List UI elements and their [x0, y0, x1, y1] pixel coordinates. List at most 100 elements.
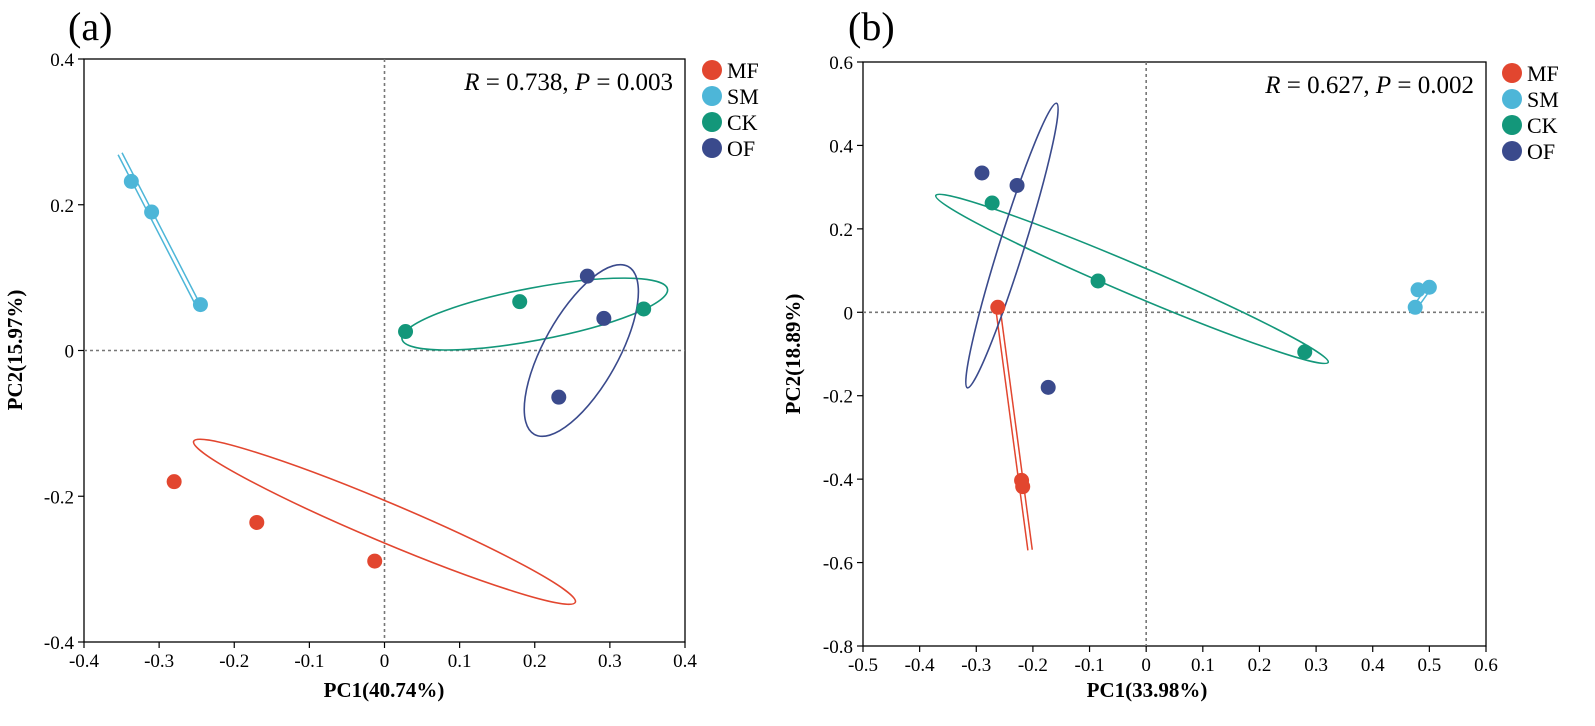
- statistics-r-value: = 0.627,: [1281, 72, 1376, 99]
- x-tick-label: -0.3: [961, 655, 991, 676]
- x-axis-title: PC1(40.74%): [324, 678, 445, 702]
- x-tick-label: 0: [380, 651, 390, 672]
- x-tick-label: -0.4: [69, 651, 100, 672]
- data-point-of: [579, 268, 595, 284]
- confidence-ellipse-of: [964, 102, 1059, 389]
- x-axis-title: PC1(33.98%): [1087, 678, 1208, 702]
- statistics-p-value: = 0.002: [1391, 72, 1474, 99]
- y-tick-label: -0.6: [823, 554, 853, 575]
- x-tick-label: 0.6: [1474, 655, 1498, 676]
- legend-label-mf: MF: [1527, 61, 1559, 86]
- y-axis-title: PC2(18.89%): [781, 294, 805, 415]
- legend-marker-mf: [702, 60, 722, 80]
- confidence-ellipse-mf: [192, 438, 577, 606]
- statistics-p-label: P: [574, 69, 590, 96]
- plot-frame: [862, 61, 1487, 647]
- legend-label-ck: CK: [1527, 113, 1558, 138]
- data-point-ck: [984, 195, 1000, 211]
- data-point-of: [1040, 379, 1056, 395]
- panel-a: -0.4 -0.3 -0.2 -0.1 0 0.1 0.2 0.3 0.4 -0.4 -0.2 0 0.…: [3, 4, 759, 702]
- legend-marker-mf: [1502, 63, 1522, 83]
- x-tick-label: -0.5: [848, 655, 878, 676]
- legend-marker-of: [1502, 141, 1522, 161]
- x-tick-label: -0.2: [1018, 655, 1048, 676]
- x-tick-label: 0: [1141, 655, 1151, 676]
- y-tick-label: 0: [844, 303, 854, 324]
- legend-label-sm: SM: [1527, 87, 1559, 112]
- data-point-ck: [1090, 273, 1106, 289]
- legend-label-of: OF: [1527, 139, 1555, 164]
- legend-marker-of: [702, 138, 722, 158]
- y-tick-label: -0.4: [44, 633, 75, 654]
- data-point-ck: [636, 301, 652, 317]
- y-tick-label: -0.4: [823, 470, 854, 491]
- statistics-annotation: R = 0.738, P = 0.003: [463, 69, 673, 96]
- data-point-sm: [144, 204, 160, 220]
- x-tick-label: 0.4: [1361, 655, 1385, 676]
- data-point-ck: [512, 294, 528, 310]
- data-point-of: [1009, 177, 1025, 193]
- data-point-sm: [192, 297, 208, 313]
- x-tick-label: 0.2: [523, 651, 547, 672]
- y-tick-label: -0.2: [44, 487, 74, 508]
- legend-label-of: OF: [727, 136, 755, 161]
- data-point-ck: [398, 324, 414, 340]
- data-point-mf: [990, 299, 1006, 315]
- confidence-ellipse-ck: [934, 193, 1330, 365]
- data-point-sm: [1410, 282, 1426, 298]
- confidence-line-mf: [994, 307, 1029, 551]
- data-point-mf: [1015, 479, 1031, 495]
- x-tick-label: -0.1: [1075, 655, 1105, 676]
- x-tick-label: 0.1: [1191, 655, 1215, 676]
- data-point-mf: [367, 553, 383, 569]
- panel-label: (b): [848, 4, 895, 49]
- y-tick-label: 0.4: [50, 50, 74, 71]
- confidence-line-mf: [999, 306, 1034, 550]
- x-tick-label: 0.5: [1417, 655, 1441, 676]
- x-tick-label: 0.4: [673, 651, 697, 672]
- x-tick-label: -0.2: [219, 651, 249, 672]
- x-tick-label: -0.4: [905, 655, 936, 676]
- panel-b: -0.5 -0.4 -0.3 -0.2 -0.1 0 0.1 0.2 0.3 0.4 0.5 0.6 -…: [781, 4, 1559, 702]
- x-tick-label: 0.1: [448, 651, 472, 672]
- panel-label: (a): [68, 4, 112, 49]
- confidence-ellipse-of: [523, 263, 640, 438]
- y-tick-label: 0.4: [829, 136, 853, 157]
- x-tick-label: -0.1: [294, 651, 324, 672]
- y-tick-label: -0.8: [823, 637, 853, 658]
- legend-label-mf: MF: [727, 58, 759, 83]
- data-point-ck: [1297, 344, 1313, 360]
- data-point-sm: [123, 173, 139, 189]
- data-point-mf: [249, 514, 265, 530]
- legend-marker-ck: [1502, 115, 1522, 135]
- y-tick-label: 0.2: [829, 220, 853, 241]
- x-tick-label: 0.2: [1248, 655, 1272, 676]
- statistics-r-label: R: [463, 69, 479, 96]
- statistics-p-value: = 0.003: [590, 69, 673, 96]
- legend-marker-sm: [1502, 89, 1522, 109]
- data-point-of: [551, 389, 567, 405]
- data-point-sm: [1407, 299, 1423, 315]
- y-axis-title: PC2(15.97%): [3, 290, 27, 411]
- data-point-of: [596, 310, 612, 326]
- y-tick-label: 0.2: [50, 196, 74, 217]
- y-tick-label: 0: [65, 342, 75, 363]
- y-tick-label: -0.2: [823, 387, 853, 408]
- legend-marker-sm: [702, 86, 722, 106]
- statistics-r-label: R: [1264, 72, 1280, 99]
- x-tick-label: 0.3: [1304, 655, 1328, 676]
- statistics-p-label: P: [1375, 72, 1391, 99]
- legend-marker-ck: [702, 112, 722, 132]
- data-point-of: [974, 165, 990, 181]
- x-tick-label: 0.3: [598, 651, 622, 672]
- legend-label-ck: CK: [727, 110, 758, 135]
- data-point-sm: [1421, 279, 1437, 295]
- legend-label-sm: SM: [727, 84, 759, 109]
- y-tick-label: 0.6: [829, 53, 853, 74]
- confidence-ellipse-ck: [401, 277, 669, 351]
- data-point-mf: [166, 474, 182, 490]
- x-tick-label: -0.3: [144, 651, 174, 672]
- statistics-annotation: R = 0.627, P = 0.002: [1264, 72, 1474, 99]
- statistics-r-value: = 0.738,: [480, 69, 575, 96]
